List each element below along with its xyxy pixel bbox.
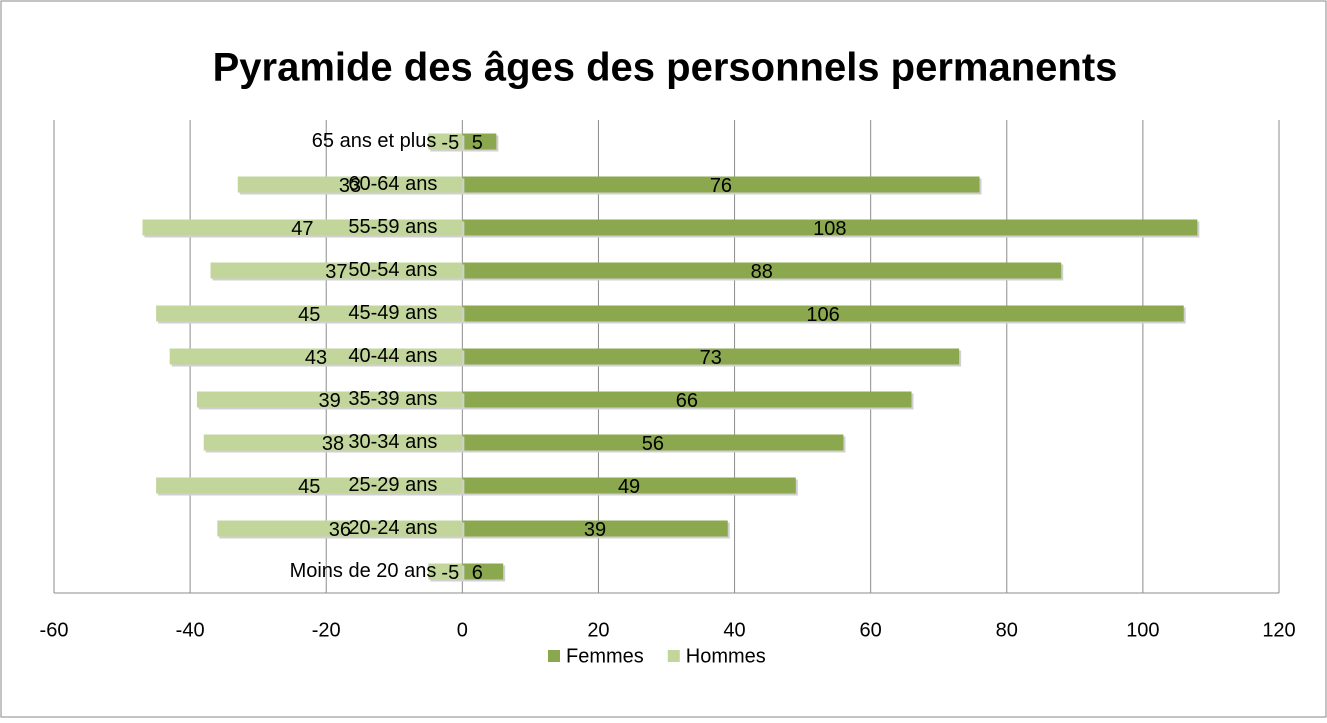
x-tick-label: -60 [40, 619, 69, 641]
bar [217, 520, 463, 537]
data-label: 45 [298, 304, 320, 326]
bar [462, 434, 844, 451]
data-label: 76 [710, 175, 732, 197]
y-tick-label: 65 ans et plus [312, 130, 437, 152]
legend-swatch [548, 650, 560, 662]
bar [428, 133, 463, 150]
bar [142, 219, 463, 236]
y-tick-label: 35-39 ans [348, 388, 437, 410]
y-tick-label: Moins de 20 ans [290, 560, 437, 582]
data-label: 38 [322, 433, 344, 455]
y-tick-label: 55-59 ans [348, 216, 437, 238]
y-tick-label: 30-34 ans [348, 431, 437, 453]
chart-title: Pyramide des âges des personnels permane… [213, 46, 1118, 90]
y-tick-label: 50-54 ans [348, 259, 437, 281]
bar [462, 391, 912, 408]
data-label: 5 [472, 132, 483, 154]
bar [462, 520, 728, 537]
data-label: 106 [806, 304, 839, 326]
data-label: 88 [751, 261, 773, 283]
bar [156, 477, 463, 494]
bar [428, 563, 463, 580]
y-tick-label: 60-64 ans [348, 173, 437, 195]
data-label: 47 [291, 218, 313, 240]
data-label: 108 [813, 218, 846, 240]
x-tick-label: -40 [176, 619, 205, 641]
legend-label: Femmes [566, 645, 644, 667]
data-label: 39 [584, 519, 606, 541]
bar [203, 434, 463, 451]
bar [196, 391, 463, 408]
bar [169, 348, 463, 365]
data-label: -5 [441, 562, 459, 584]
bar [462, 262, 1062, 279]
x-tick-label: -20 [312, 619, 341, 641]
bar [237, 176, 463, 193]
x-tick-label: 0 [457, 619, 468, 641]
x-tick-label: 120 [1262, 619, 1295, 641]
legend-swatch [667, 650, 680, 662]
bar [462, 477, 796, 494]
x-tick-label: 40 [723, 619, 745, 641]
x-tick-label: 100 [1126, 619, 1159, 641]
data-label: 37 [325, 261, 347, 283]
data-label: 49 [618, 476, 640, 498]
data-label: 33 [339, 175, 361, 197]
data-label: 36 [329, 519, 351, 541]
bar [156, 305, 463, 322]
data-label: 56 [642, 433, 664, 455]
bar [462, 219, 1198, 236]
data-label: 73 [700, 347, 722, 369]
y-tick-label: 45-49 ans [348, 302, 437, 324]
data-label: 43 [305, 347, 327, 369]
legend-label: Hommes [686, 645, 766, 667]
bar [462, 563, 504, 580]
x-tick-label: 60 [860, 619, 882, 641]
bar [462, 176, 980, 193]
data-label: 66 [676, 390, 698, 412]
y-tick-label: 40-44 ans [348, 345, 437, 367]
bar [462, 305, 1184, 322]
x-tick-label: 20 [587, 619, 609, 641]
y-tick-label: 20-24 ans [348, 517, 437, 539]
x-tick-label: 80 [996, 619, 1018, 641]
data-label: 45 [298, 476, 320, 498]
bar [210, 262, 463, 279]
bar [462, 348, 960, 365]
data-label: 39 [319, 390, 341, 412]
data-label: 6 [472, 562, 483, 584]
data-label: -5 [441, 132, 459, 154]
y-tick-label: 25-29 ans [348, 474, 437, 496]
bar [462, 133, 497, 150]
